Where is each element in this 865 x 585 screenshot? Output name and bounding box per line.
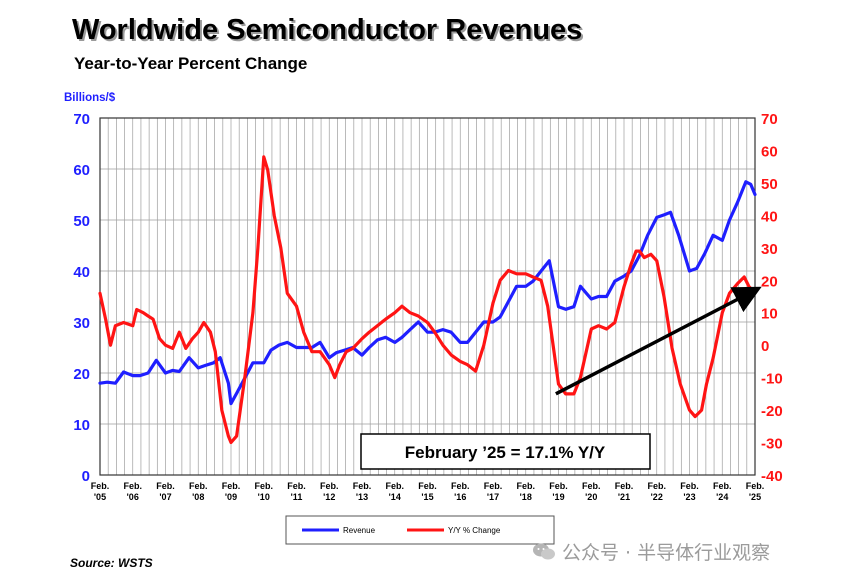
x-tick-label-bottom: '06	[127, 492, 139, 502]
right-tick-label: 60	[761, 143, 778, 160]
legend-yoy-label: Y/Y % Change	[448, 526, 501, 535]
x-tick-label-top: Feb.	[418, 481, 437, 491]
right-tick-label: 20	[761, 273, 778, 290]
x-tick-label-bottom: '22	[651, 492, 663, 502]
left-tick-label: 70	[73, 111, 90, 128]
left-tick-label: 40	[73, 264, 90, 281]
x-tick-label-bottom: '18	[520, 492, 532, 502]
left-tick-label: 0	[82, 468, 90, 485]
right-axis-ticks: -40 -30 -20 -10 0 10 20 30 40 50 60 70	[761, 111, 783, 485]
legend: Revenue Y/Y % Change	[285, 515, 555, 545]
x-tick-label-top: Feb.	[615, 481, 634, 491]
x-tick-label-top: Feb.	[451, 481, 470, 491]
left-tick-label: 50	[73, 213, 90, 230]
x-tick-label-top: Feb.	[156, 481, 175, 491]
x-tick-label-top: Feb.	[91, 481, 110, 491]
x-tick-label-top: Feb.	[582, 481, 601, 491]
left-tick-label: 10	[73, 417, 90, 434]
x-tick-label-bottom: '09	[225, 492, 237, 502]
x-tick-label-bottom: '05	[94, 492, 106, 502]
left-tick-label: 60	[73, 162, 90, 179]
x-tick-label-top: Feb.	[549, 481, 568, 491]
x-tick-label-bottom: '14	[389, 492, 401, 502]
chart-subtitle: Year-to-Year Percent Change	[74, 54, 308, 73]
x-tick-label-bottom: '12	[323, 492, 335, 502]
x-tick-label-top: Feb.	[287, 481, 306, 491]
y-left-unit-label: Billions/$	[64, 92, 116, 104]
right-tick-label: -20	[761, 403, 783, 420]
left-axis-ticks: 0 10 20 30 40 50 60 70	[73, 111, 90, 485]
x-tick-label-top: Feb.	[353, 481, 372, 491]
series-lines	[98, 155, 757, 445]
x-tick-label-bottom: '23	[683, 492, 695, 502]
x-tick-label-bottom: '19	[552, 492, 564, 502]
x-axis-ticks: Feb.'05Feb.'06Feb.'07Feb.'08Feb.'09Feb.'…	[91, 481, 765, 502]
series-line-yoy	[98, 155, 757, 445]
right-tick-label: -40	[761, 468, 783, 485]
x-tick-label-top: Feb.	[123, 481, 142, 491]
x-tick-label-bottom: '15	[421, 492, 433, 502]
x-tick-label-bottom: '13	[356, 492, 368, 502]
right-tick-label: 10	[761, 306, 778, 323]
x-tick-label-top: Feb.	[222, 481, 241, 491]
x-tick-label-bottom: '07	[159, 492, 171, 502]
right-tick-label: 50	[761, 176, 778, 193]
x-tick-label-bottom: '20	[585, 492, 597, 502]
x-tick-label-bottom: '16	[454, 492, 466, 502]
grid	[99, 117, 756, 476]
callout-box: February ’25 = 17.1% Y/Y	[360, 433, 651, 470]
chart-title: Worldwide Semiconductor Revenues	[72, 14, 583, 46]
trend-arrow	[555, 286, 762, 396]
watermark-text: 公众号 · 半导体行业观察	[562, 542, 771, 564]
source-note: Source: WSTS	[70, 556, 153, 570]
x-tick-label-top: Feb.	[189, 481, 208, 491]
left-tick-label: 30	[73, 315, 90, 332]
watermark: 公众号 · 半导体行业观察	[532, 538, 770, 565]
right-tick-label: 30	[761, 241, 778, 258]
x-tick-label-bottom: '24	[716, 492, 728, 502]
callout-text: February ’25 = 17.1% Y/Y	[405, 443, 606, 462]
x-tick-label-top: Feb.	[516, 481, 535, 491]
x-tick-label-bottom: '25	[749, 492, 761, 502]
left-tick-label: 20	[73, 366, 90, 383]
right-tick-label: 70	[761, 111, 778, 128]
right-tick-label: 0	[761, 338, 769, 355]
x-tick-label-bottom: '21	[618, 492, 630, 502]
x-tick-label-top: Feb.	[385, 481, 404, 491]
series-line-revenue	[98, 180, 757, 406]
x-tick-label-top: Feb.	[254, 481, 273, 491]
right-tick-label: -10	[761, 371, 783, 388]
x-tick-label-top: Feb.	[746, 481, 765, 491]
right-tick-label: 40	[761, 208, 778, 225]
x-tick-label-bottom: '17	[487, 492, 499, 502]
x-tick-label-top: Feb.	[484, 481, 503, 491]
x-tick-label-top: Feb.	[713, 481, 732, 491]
x-tick-label-top: Feb.	[680, 481, 699, 491]
legend-revenue-label: Revenue	[343, 526, 376, 535]
x-tick-label-bottom: '10	[258, 492, 270, 502]
x-tick-label-bottom: '08	[192, 492, 204, 502]
x-tick-label-top: Feb.	[320, 481, 339, 491]
x-tick-label-top: Feb.	[647, 481, 666, 491]
right-tick-label: -30	[761, 436, 783, 453]
x-tick-label-bottom: '11	[291, 492, 303, 502]
wechat-icon	[533, 543, 555, 559]
